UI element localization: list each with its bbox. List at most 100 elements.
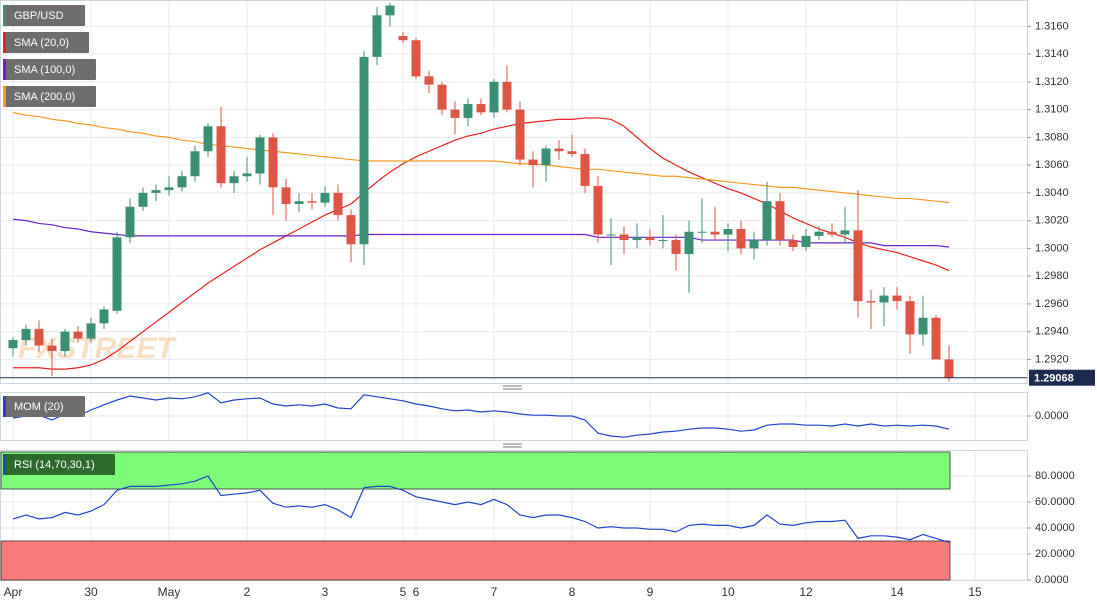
candle-body <box>684 231 694 254</box>
legend-label: SMA (200,0) <box>14 91 75 103</box>
x-tick-label: 14 <box>890 585 904 599</box>
candle-body <box>918 317 928 335</box>
y-tick-label: 1.3020 <box>1035 215 1069 227</box>
candle-body <box>528 159 538 166</box>
candle-body <box>619 234 629 241</box>
y-tick-label: 0.0000 <box>1035 574 1069 586</box>
legend-swatch <box>3 396 6 417</box>
y-tick-label: 20.0000 <box>1035 548 1075 560</box>
candle-body <box>99 309 109 324</box>
legend-box <box>3 59 96 80</box>
legend-swatch <box>3 5 6 26</box>
candle-body <box>762 201 772 241</box>
candle-body <box>372 15 382 57</box>
candle-body <box>606 234 616 236</box>
legend-swatch <box>3 86 6 107</box>
x-tick-label: Apr <box>4 585 23 599</box>
candle-body <box>437 84 447 110</box>
y-tick-label: 1.3060 <box>1035 159 1069 171</box>
indicator-line <box>12 475 950 543</box>
legend-label: SMA (20,0) <box>14 37 69 49</box>
x-tick-label: 2 <box>244 585 251 599</box>
legend-box <box>3 86 96 107</box>
candle-body <box>34 328 44 346</box>
y-tick-label: 1.2980 <box>1035 270 1069 282</box>
legend-box <box>3 32 89 53</box>
candle-body <box>424 76 434 85</box>
y-tick-label: 0.0000 <box>1035 410 1069 422</box>
x-tick-label: May <box>158 585 181 599</box>
legend-box <box>3 5 85 26</box>
legend-box <box>3 454 115 475</box>
candle-body <box>164 187 174 191</box>
x-tick-label: 12 <box>799 585 813 599</box>
indicator-line <box>12 392 950 438</box>
candle-body <box>307 201 317 203</box>
candle-body <box>60 331 70 352</box>
candle-body <box>736 228 746 249</box>
x-tick-label: 3 <box>322 585 329 599</box>
y-tick-label: 1.2920 <box>1035 353 1069 365</box>
candle-body <box>385 5 395 16</box>
candle-body <box>827 231 837 235</box>
zone <box>0 451 951 490</box>
candle-body <box>320 192 330 203</box>
candle-body <box>801 235 811 248</box>
candle-body <box>580 154 590 186</box>
legend-label: GBP/USD <box>14 10 64 22</box>
candle-body <box>229 176 239 184</box>
legend-box <box>3 396 85 417</box>
candle-body <box>450 109 460 118</box>
last-price-label: 1.29068 <box>1034 373 1074 385</box>
candle-body <box>931 317 941 360</box>
candle-body <box>749 240 759 249</box>
y-tick-label: 40.0000 <box>1035 522 1075 534</box>
main-panel <box>0 0 1028 384</box>
candle-body <box>86 323 96 339</box>
candle-body <box>853 230 863 302</box>
candle-body <box>658 240 668 242</box>
candle-body <box>47 345 57 352</box>
x-tick-label: 8 <box>569 585 576 599</box>
candle-body <box>671 240 681 254</box>
y-tick-label: 1.3140 <box>1035 48 1069 60</box>
candle-body <box>333 192 343 216</box>
candle-body <box>346 215 356 245</box>
candle-body <box>892 295 902 302</box>
candle-body <box>151 190 161 193</box>
candle-body <box>268 137 278 188</box>
candle-body <box>112 237 122 311</box>
candle-body <box>905 301 915 335</box>
last-price-box <box>1029 369 1095 386</box>
legend-swatch <box>3 59 6 80</box>
candle-body <box>632 237 642 241</box>
candle-body <box>398 36 408 41</box>
y-tick-label: 60.0000 <box>1035 496 1075 508</box>
candle-body <box>177 176 187 188</box>
legend-swatch <box>3 454 6 475</box>
legend-label: MOM (20) <box>14 401 64 413</box>
candle-body <box>359 56 369 245</box>
candle-body <box>411 40 421 77</box>
candle-body <box>125 206 135 238</box>
candle-body <box>814 231 824 236</box>
candle-body <box>515 109 525 160</box>
watermark: FXSTREET <box>18 332 177 365</box>
candle-body <box>593 185 603 235</box>
candle-body <box>489 81 499 113</box>
y-tick-label: 80.0000 <box>1035 470 1075 482</box>
candle-body <box>190 151 200 177</box>
legend-swatch <box>3 32 6 53</box>
y-tick-label: 1.3100 <box>1035 104 1069 116</box>
candle-body <box>723 228 733 235</box>
candle-body <box>697 231 707 233</box>
sma-line <box>13 117 950 370</box>
x-tick-label: 5 <box>400 585 407 599</box>
y-tick-label: 1.3040 <box>1035 187 1069 199</box>
candle-body <box>138 192 148 207</box>
candle-body <box>788 240 798 248</box>
candle-body <box>567 151 577 155</box>
candle-body <box>8 339 18 349</box>
y-tick-label: 1.2940 <box>1035 326 1069 338</box>
